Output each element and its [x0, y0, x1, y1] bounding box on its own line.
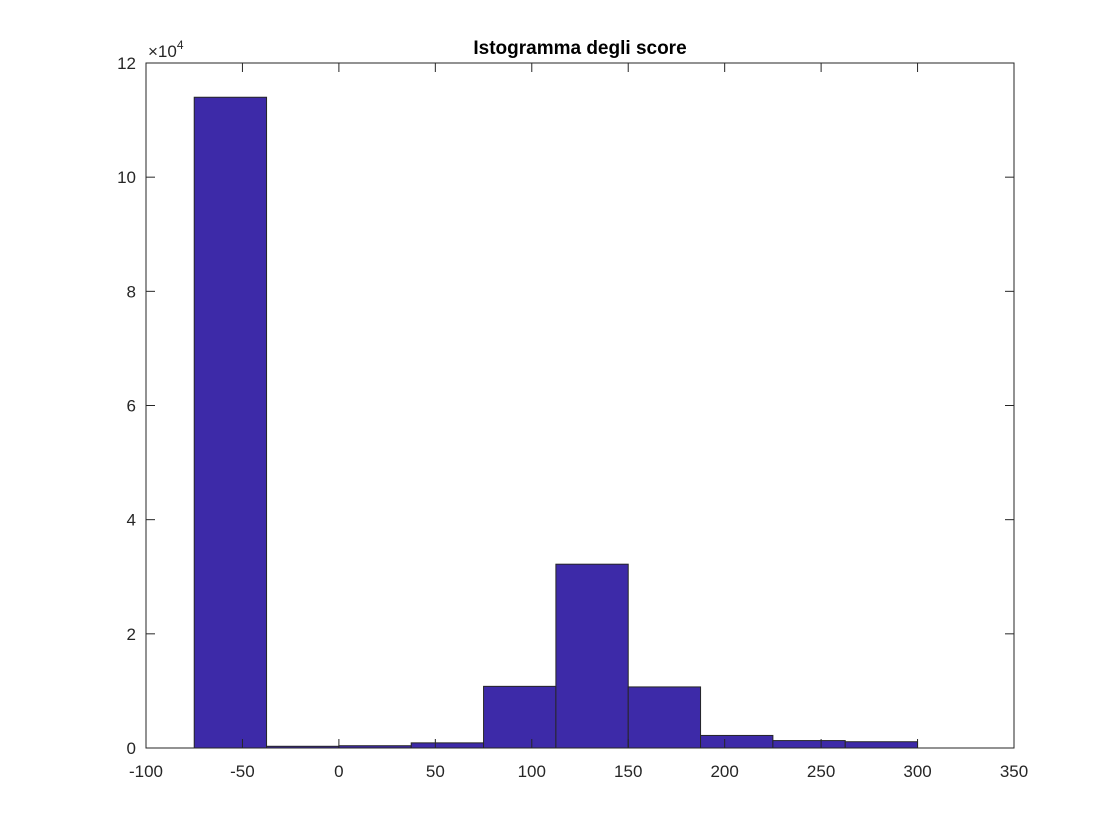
histogram-bar-8	[700, 734, 774, 749]
x-tick-label: -100	[129, 762, 163, 781]
x-tick-label: 350	[1000, 762, 1028, 781]
y-tick-label: 2	[127, 625, 136, 644]
histogram-bar-9	[772, 740, 846, 749]
y-tick-label: 4	[127, 511, 136, 530]
x-tick-label: 300	[903, 762, 931, 781]
histogram-bar-1	[193, 96, 268, 749]
y-tick-label: 6	[127, 397, 136, 416]
histogram-bar-10	[844, 741, 919, 749]
x-tick-label: 250	[807, 762, 835, 781]
y-tick-label: 8	[127, 282, 136, 301]
x-tick-label: 50	[426, 762, 445, 781]
y-tick-label: 10	[117, 168, 136, 187]
y-axis-exponent: ×104	[148, 38, 184, 61]
bars-layer	[193, 96, 919, 749]
x-tick-label: 200	[710, 762, 738, 781]
x-tick-label: 150	[614, 762, 642, 781]
x-tick-label: 0	[334, 762, 343, 781]
x-tick-label: 100	[518, 762, 546, 781]
histogram-bar-5	[483, 685, 557, 749]
histogram-bar-7	[627, 686, 702, 749]
x-axis: -100 -50 0 50 100 150 200 250 300 350	[129, 63, 1028, 781]
histogram-bar-6	[555, 563, 629, 749]
y-tick-label: 12	[117, 54, 136, 73]
histogram-bar-4	[410, 742, 485, 749]
y-tick-label: 0	[127, 739, 136, 758]
chart-title: Istogramma degli score	[473, 38, 686, 59]
y-axis-exponent-power: 4	[177, 38, 184, 52]
y-axis: 0 2 4 6 8 10 12	[117, 54, 1014, 758]
x-tick-label: -50	[230, 762, 255, 781]
y-axis-exponent-base: ×10	[148, 42, 177, 61]
